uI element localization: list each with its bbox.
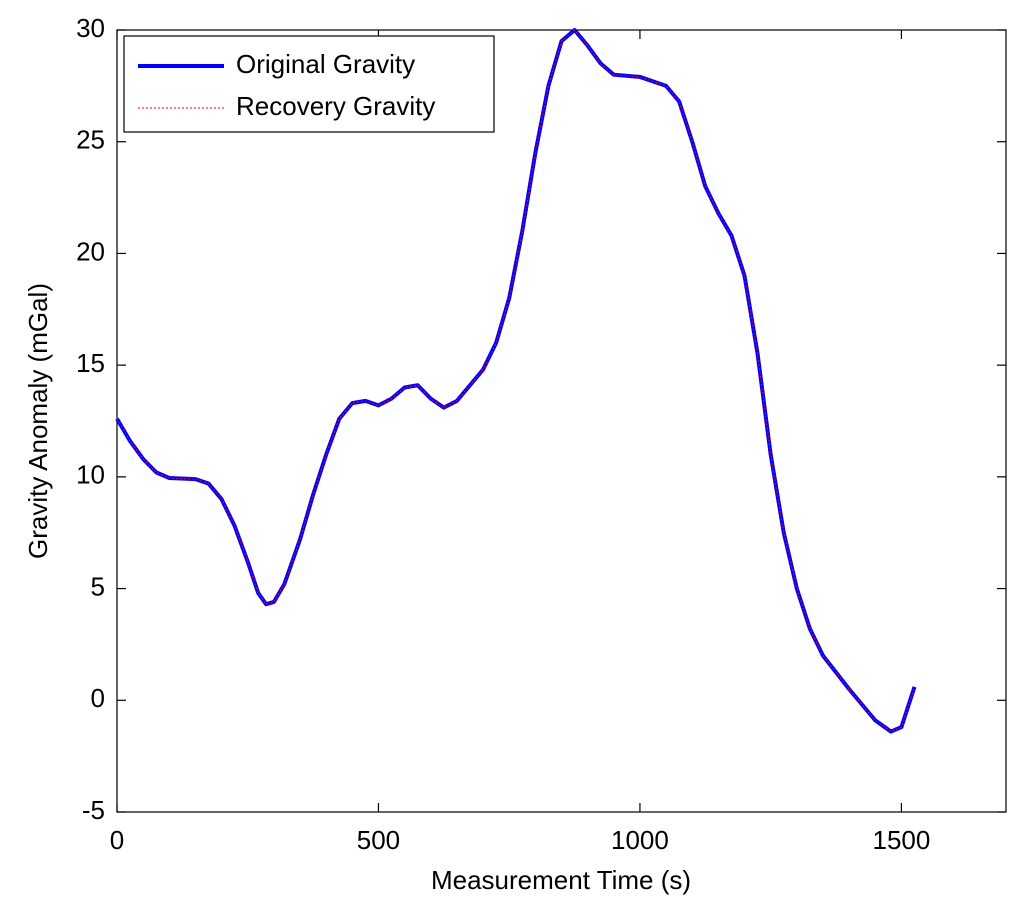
y-tick-label: 30: [76, 13, 105, 43]
x-axis-label: Measurement Time (s): [431, 865, 691, 895]
plot-frame: [116, 29, 1007, 813]
x-tick-label: 500: [357, 825, 400, 855]
y-tick-label: 5: [91, 571, 105, 601]
series-line: [116, 29, 915, 733]
y-tick-label: 15: [76, 348, 105, 378]
legend-label: Original Gravity: [236, 49, 415, 79]
x-tick-label: 1500: [872, 825, 930, 855]
y-tick-label: 25: [76, 125, 105, 155]
y-tick-label: -5: [82, 795, 105, 825]
x-tick-label: 1000: [611, 825, 669, 855]
legend-box: [123, 35, 495, 133]
y-tick-label: 10: [76, 460, 105, 490]
x-tick-label: 0: [110, 825, 124, 855]
y-tick-label: 0: [91, 683, 105, 713]
y-axis-label: Gravity Anomaly (mGal): [23, 283, 53, 559]
y-tick-label: 20: [76, 236, 105, 266]
legend-label: Recovery Gravity: [236, 91, 435, 121]
